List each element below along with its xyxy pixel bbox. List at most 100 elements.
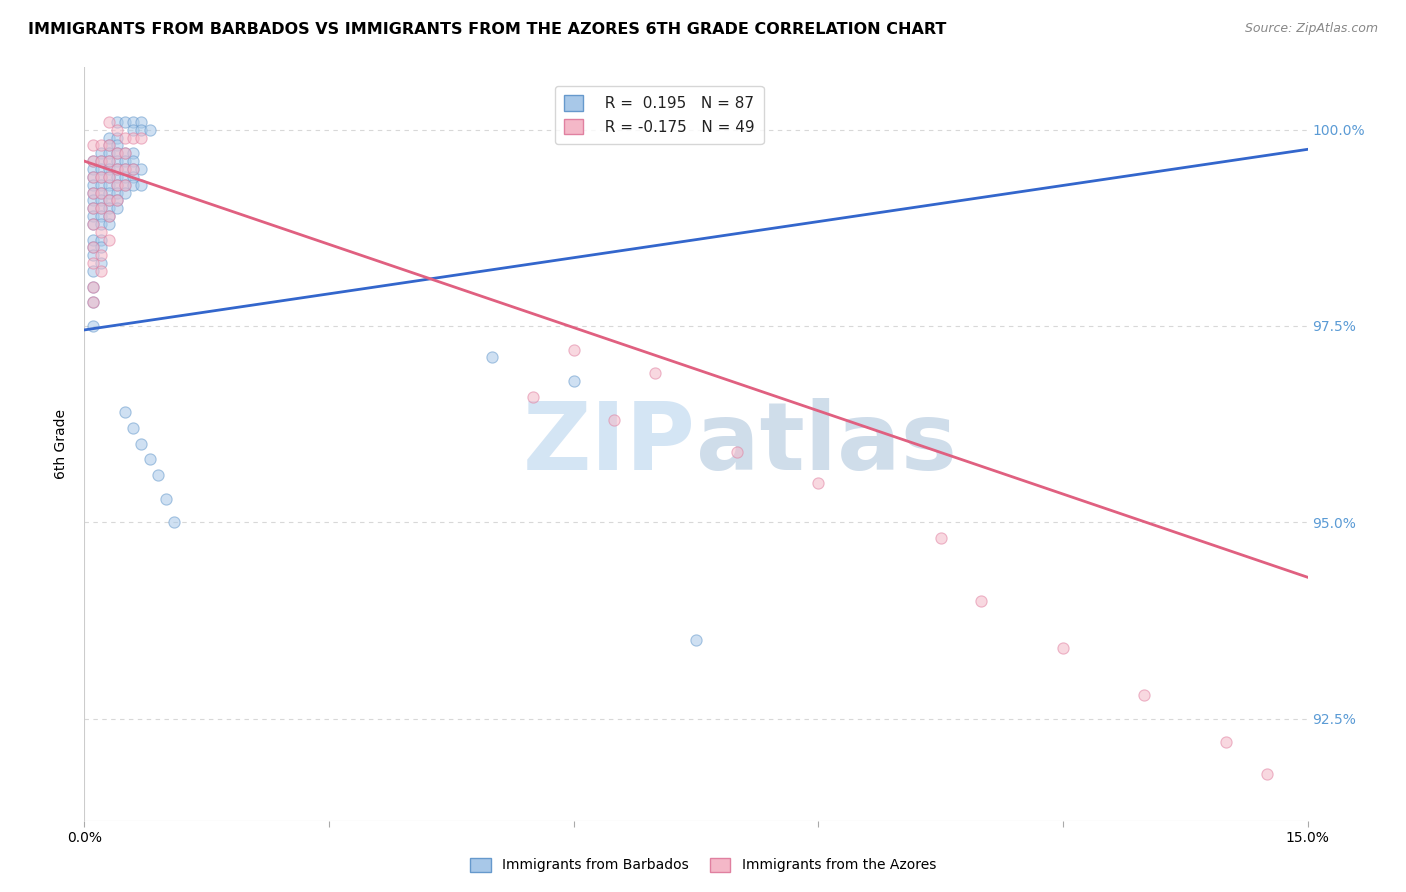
- Point: [114, 178, 136, 192]
- Point: [97, 154, 120, 169]
- Point: [82, 169, 104, 184]
- Point: [105, 161, 128, 176]
- Point: [97, 194, 120, 208]
- Point: [562, 343, 585, 357]
- Point: [114, 178, 136, 192]
- Point: [82, 186, 104, 200]
- Point: [90, 186, 112, 200]
- Point: [82, 169, 104, 184]
- Point: [97, 169, 120, 184]
- Point: [122, 161, 145, 176]
- Point: [82, 217, 104, 231]
- Point: [122, 169, 145, 184]
- Point: [82, 217, 104, 231]
- Point: [1052, 640, 1074, 655]
- Point: [82, 295, 104, 310]
- Point: [82, 209, 104, 223]
- Point: [97, 217, 120, 231]
- Point: [90, 256, 112, 270]
- Point: [725, 444, 748, 458]
- Point: [82, 186, 104, 200]
- Point: [807, 476, 830, 491]
- Point: [90, 201, 112, 215]
- Point: [114, 161, 136, 176]
- Point: [155, 491, 177, 506]
- Point: [114, 154, 136, 169]
- Point: [105, 138, 128, 153]
- Y-axis label: 6th Grade: 6th Grade: [55, 409, 69, 479]
- Point: [122, 178, 145, 192]
- Point: [114, 186, 136, 200]
- Point: [114, 405, 136, 419]
- Point: [929, 531, 952, 545]
- Point: [122, 130, 145, 145]
- Point: [105, 154, 128, 169]
- Point: [146, 468, 169, 483]
- Point: [90, 209, 112, 223]
- Point: [122, 146, 145, 161]
- Point: [105, 130, 128, 145]
- Point: [122, 154, 145, 169]
- Point: [97, 194, 120, 208]
- Point: [114, 115, 136, 129]
- Point: [90, 169, 112, 184]
- Point: [97, 209, 120, 223]
- Point: [97, 233, 120, 247]
- Point: [90, 154, 112, 169]
- Point: [97, 146, 120, 161]
- Point: [90, 201, 112, 215]
- Text: Source: ZipAtlas.com: Source: ZipAtlas.com: [1244, 22, 1378, 36]
- Point: [122, 115, 145, 129]
- Point: [122, 161, 145, 176]
- Point: [90, 233, 112, 247]
- Point: [90, 161, 112, 176]
- Point: [114, 161, 136, 176]
- Point: [114, 146, 136, 161]
- Point: [82, 295, 104, 310]
- Point: [131, 437, 153, 451]
- Point: [82, 201, 104, 215]
- Point: [603, 413, 626, 427]
- Point: [90, 186, 112, 200]
- Point: [131, 130, 153, 145]
- Point: [90, 169, 112, 184]
- Point: [114, 130, 136, 145]
- Point: [1215, 735, 1237, 749]
- Point: [163, 516, 186, 530]
- Point: [562, 374, 585, 388]
- Point: [522, 390, 544, 404]
- Point: [97, 154, 120, 169]
- Point: [105, 178, 128, 192]
- Point: [131, 122, 153, 136]
- Point: [105, 122, 128, 136]
- Point: [138, 452, 160, 467]
- Point: [481, 351, 503, 365]
- Point: [131, 161, 153, 176]
- Text: atlas: atlas: [696, 398, 957, 490]
- Point: [105, 146, 128, 161]
- Point: [97, 130, 120, 145]
- Point: [82, 178, 104, 192]
- Point: [685, 633, 707, 648]
- Point: [90, 194, 112, 208]
- Point: [82, 279, 104, 293]
- Legend: Immigrants from Barbados, Immigrants from the Azores: Immigrants from Barbados, Immigrants fro…: [464, 852, 942, 878]
- Point: [131, 115, 153, 129]
- Point: [82, 154, 104, 169]
- Point: [82, 240, 104, 254]
- Point: [105, 186, 128, 200]
- Point: [97, 209, 120, 223]
- Point: [82, 233, 104, 247]
- Point: [105, 161, 128, 176]
- Point: [82, 138, 104, 153]
- Point: [90, 248, 112, 262]
- Point: [105, 178, 128, 192]
- Point: [90, 240, 112, 254]
- Text: ZIP: ZIP: [523, 398, 696, 490]
- Point: [97, 138, 120, 153]
- Point: [82, 264, 104, 278]
- Point: [82, 318, 104, 333]
- Point: [114, 146, 136, 161]
- Point: [90, 146, 112, 161]
- Point: [131, 178, 153, 192]
